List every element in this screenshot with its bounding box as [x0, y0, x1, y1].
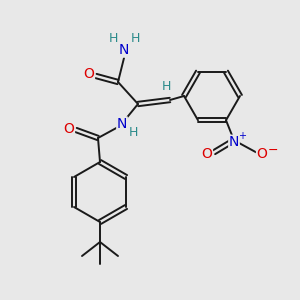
Text: +: +: [238, 131, 246, 141]
Text: O: O: [256, 147, 267, 161]
Text: O: O: [202, 147, 212, 161]
Text: O: O: [84, 67, 94, 81]
Text: O: O: [64, 122, 74, 136]
Text: H: H: [130, 32, 140, 44]
Text: H: H: [161, 80, 171, 94]
Text: H: H: [128, 125, 138, 139]
Text: N: N: [229, 135, 239, 149]
Text: N: N: [119, 43, 129, 57]
Text: −: −: [268, 144, 278, 157]
Text: N: N: [117, 117, 127, 131]
Text: H: H: [108, 32, 118, 44]
